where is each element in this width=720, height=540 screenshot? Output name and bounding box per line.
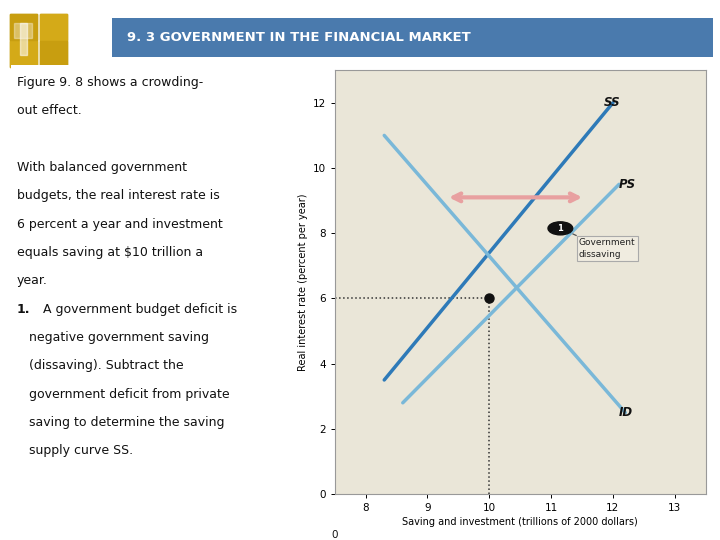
Bar — [40, 14, 68, 67]
Text: (dissaving). Subtract the: (dissaving). Subtract the — [17, 359, 184, 372]
Text: 0: 0 — [331, 530, 338, 540]
Bar — [10, 14, 37, 67]
Bar — [19, 23, 27, 55]
Text: SS: SS — [603, 96, 620, 109]
Text: 6 percent a year and investment: 6 percent a year and investment — [17, 218, 222, 231]
Text: With balanced government: With balanced government — [17, 161, 187, 174]
Y-axis label: Real interest rate (percent per year): Real interest rate (percent per year) — [298, 193, 308, 371]
Text: negative government saving: negative government saving — [17, 331, 209, 344]
Text: A government budget deficit is: A government budget deficit is — [43, 302, 238, 315]
Text: PS: PS — [619, 178, 636, 191]
Text: Figure 9. 8 shows a crowding-: Figure 9. 8 shows a crowding- — [17, 76, 203, 89]
Text: equals saving at $10 trillion a: equals saving at $10 trillion a — [17, 246, 203, 259]
Bar — [10, 14, 37, 40]
Text: budgets, the real interest rate is: budgets, the real interest rate is — [17, 189, 220, 202]
Bar — [40, 41, 68, 67]
Bar — [40, 14, 68, 40]
Circle shape — [548, 222, 572, 235]
Text: government deficit from private: government deficit from private — [17, 388, 230, 401]
Bar — [10, 41, 37, 67]
Text: out effect.: out effect. — [17, 104, 82, 117]
Text: 1.: 1. — [17, 302, 30, 315]
Text: supply curve SS.: supply curve SS. — [17, 444, 133, 457]
Text: Government
dissaving: Government dissaving — [579, 238, 636, 259]
Bar — [14, 23, 32, 37]
Text: saving to determine the saving: saving to determine the saving — [17, 416, 225, 429]
Text: 9. 3 GOVERNMENT IN THE FINANCIAL MARKET: 9. 3 GOVERNMENT IN THE FINANCIAL MARKET — [127, 31, 470, 44]
Text: 1: 1 — [557, 224, 563, 233]
Text: year.: year. — [17, 274, 48, 287]
X-axis label: Saving and investment (trillions of 2000 dollars): Saving and investment (trillions of 2000… — [402, 517, 638, 527]
Text: ID: ID — [619, 406, 633, 419]
